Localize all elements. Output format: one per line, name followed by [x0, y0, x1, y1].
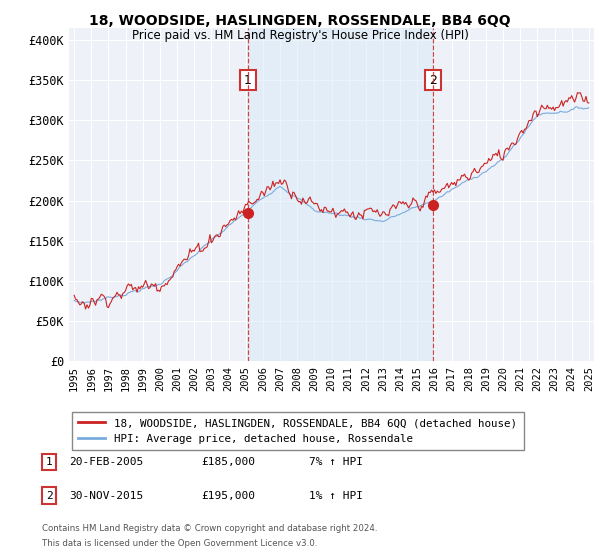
Text: 2: 2 [46, 491, 53, 501]
Text: 18, WOODSIDE, HASLINGDEN, ROSSENDALE, BB4 6QQ: 18, WOODSIDE, HASLINGDEN, ROSSENDALE, BB… [89, 14, 511, 28]
Legend: 18, WOODSIDE, HASLINGDEN, ROSSENDALE, BB4 6QQ (detached house), HPI: Average pri: 18, WOODSIDE, HASLINGDEN, ROSSENDALE, BB… [72, 412, 524, 450]
Text: 1% ↑ HPI: 1% ↑ HPI [309, 491, 363, 501]
Text: £195,000: £195,000 [201, 491, 255, 501]
Text: Contains HM Land Registry data © Crown copyright and database right 2024.: Contains HM Land Registry data © Crown c… [42, 524, 377, 533]
Text: 1: 1 [244, 74, 252, 87]
Text: Price paid vs. HM Land Registry's House Price Index (HPI): Price paid vs. HM Land Registry's House … [131, 29, 469, 42]
Text: 2: 2 [429, 74, 437, 87]
Text: £185,000: £185,000 [201, 457, 255, 467]
Bar [248, 28, 433, 361]
Text: 1: 1 [46, 457, 53, 467]
Text: 7% ↑ HPI: 7% ↑ HPI [309, 457, 363, 467]
Text: 20-FEB-2005: 20-FEB-2005 [69, 457, 143, 467]
Text: This data is licensed under the Open Government Licence v3.0.: This data is licensed under the Open Gov… [42, 539, 317, 548]
Text: 30-NOV-2015: 30-NOV-2015 [69, 491, 143, 501]
